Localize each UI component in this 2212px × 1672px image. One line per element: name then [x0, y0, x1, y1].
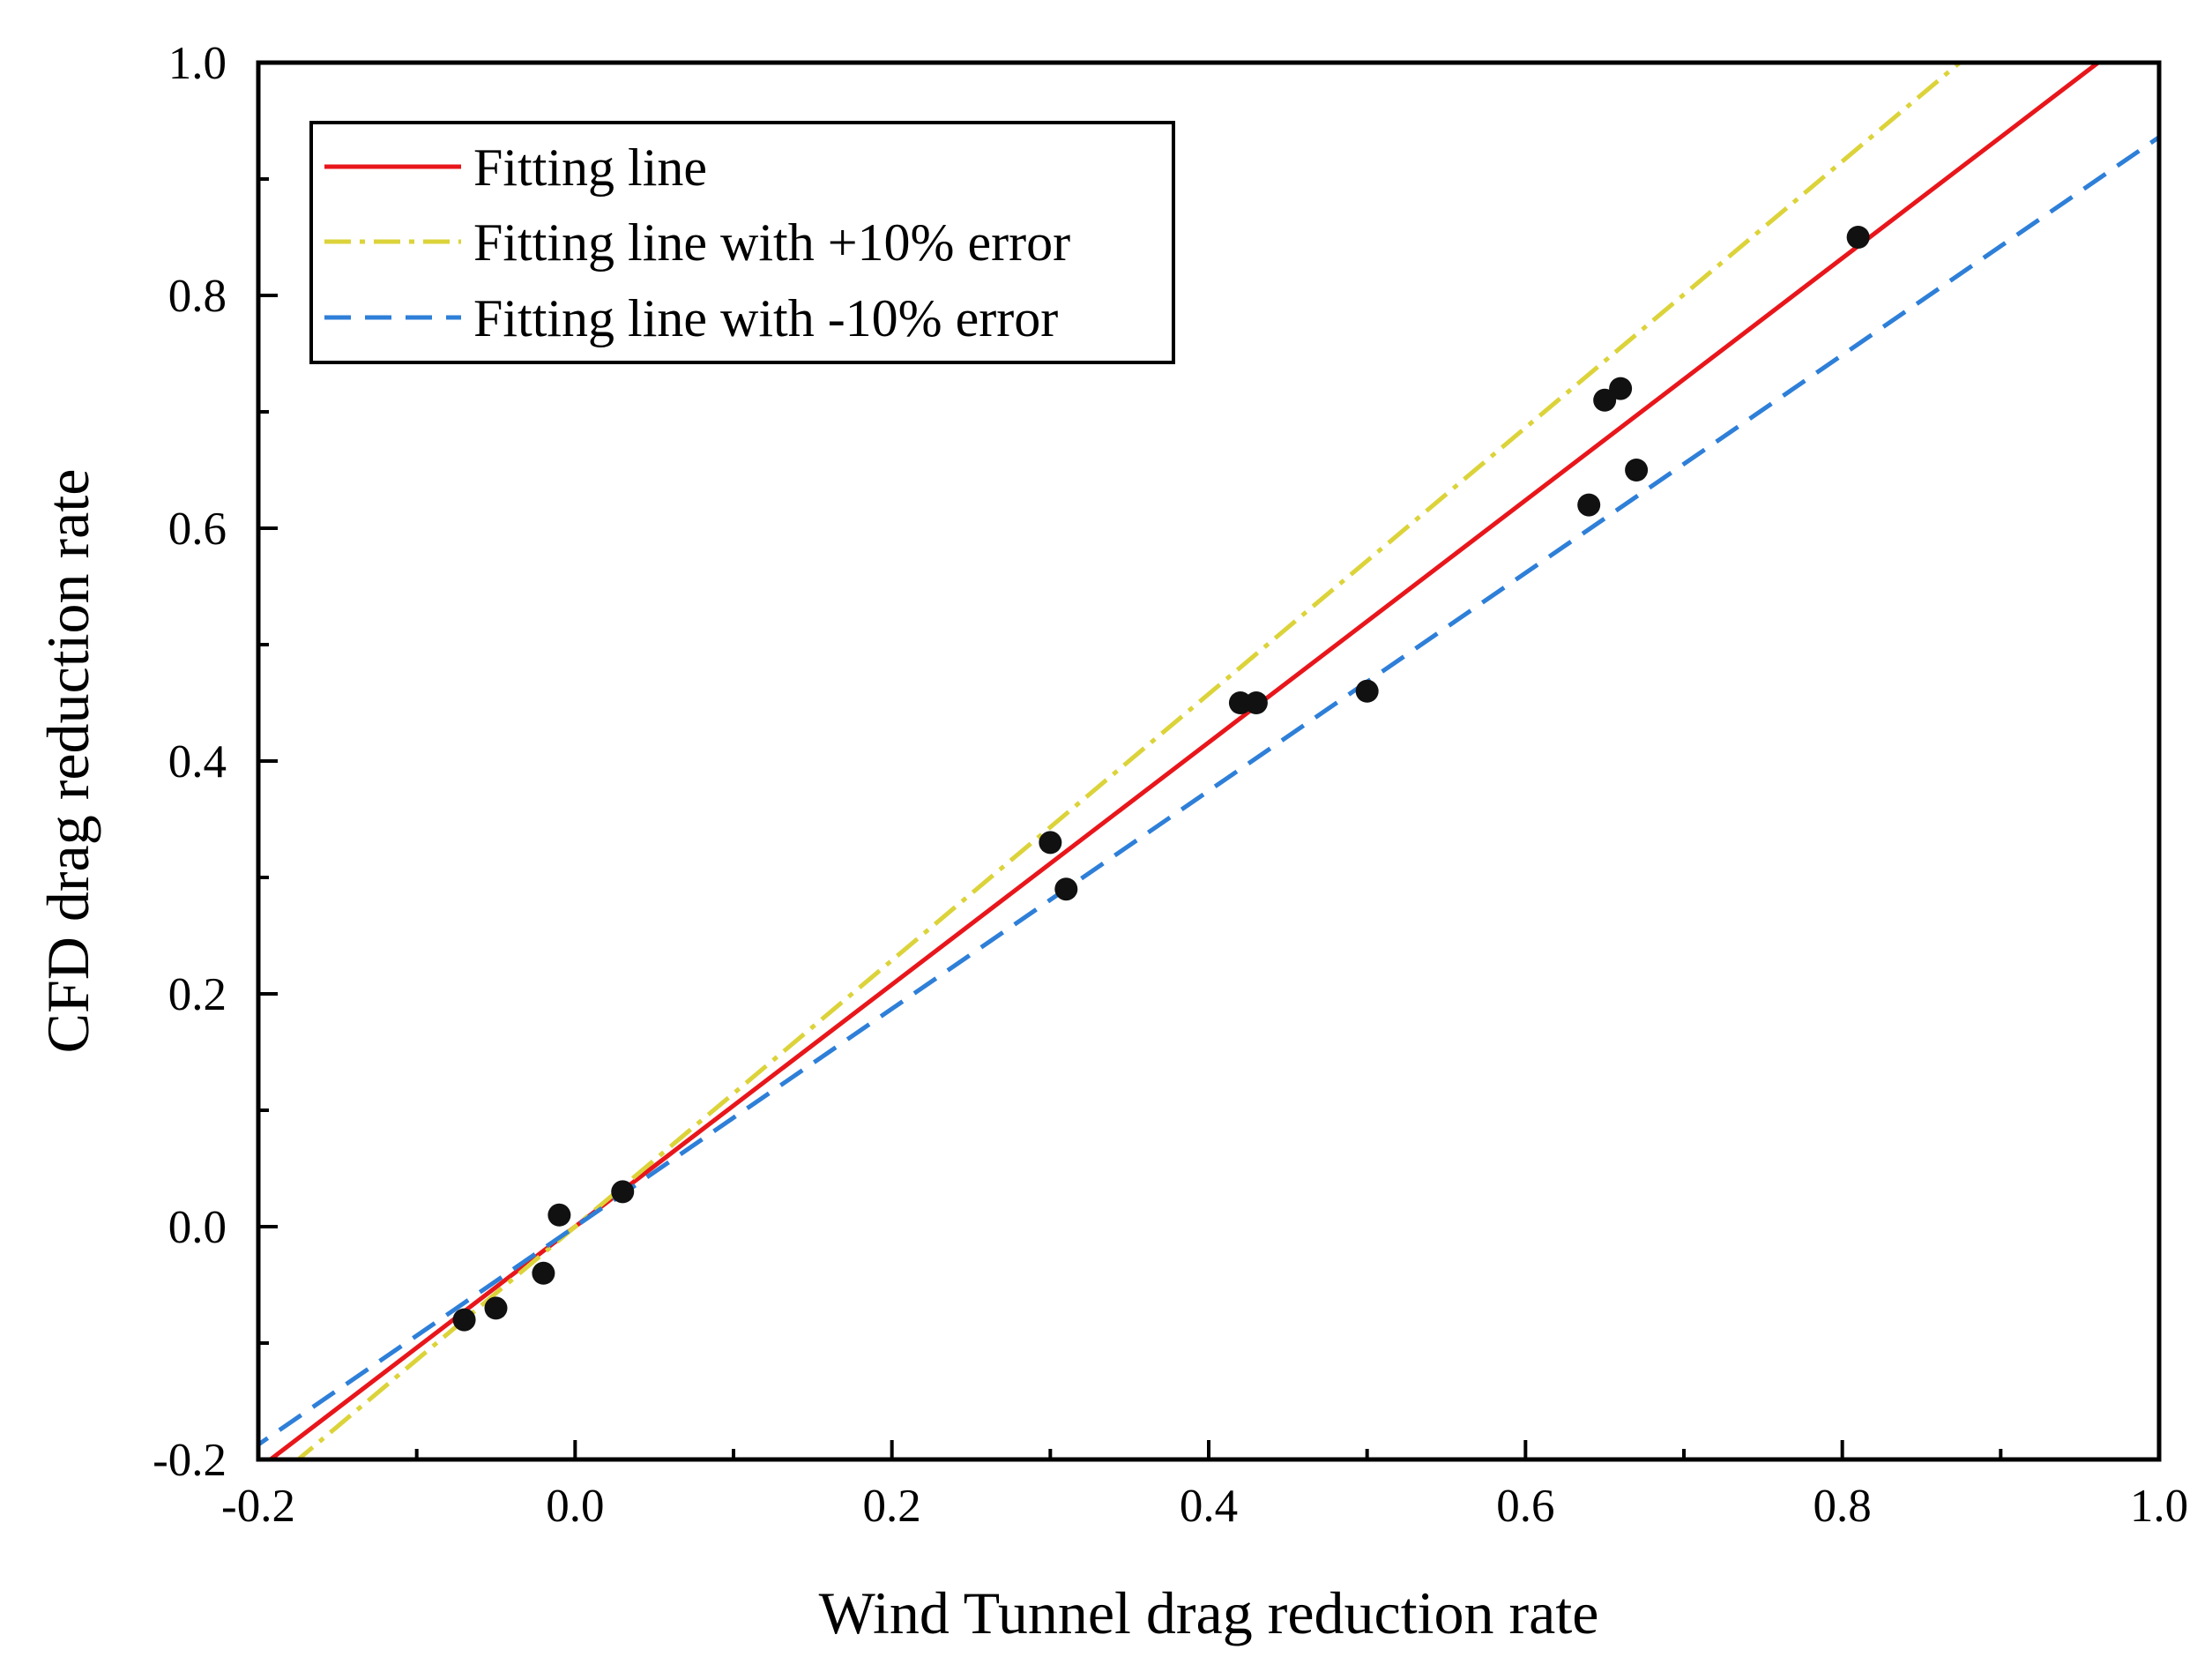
fit-lines-layer [258, 63, 2159, 1459]
x-tick-label: 0.2 [863, 1481, 921, 1532]
data-point [611, 1180, 635, 1204]
data-point [484, 1296, 508, 1320]
x-tick-label: 0.8 [1814, 1481, 1872, 1532]
data-point [1593, 388, 1617, 412]
y-tick-label: 0.6 [168, 504, 227, 555]
data-point [1625, 459, 1649, 481]
data-point [1228, 691, 1252, 714]
x-tick-label: -0.2 [221, 1481, 295, 1532]
axis-ticks-layer: -0.2 0.0 0.2 0.4 0.6 0.8 1.0 -0.2 0.0 0.2 0.4 0.6 0.… [153, 38, 2188, 1532]
y-tick-label: -0.2 [153, 1435, 227, 1486]
data-point [1609, 377, 1633, 400]
y-tick-label: 0.0 [168, 1202, 227, 1253]
data-point [1054, 877, 1078, 901]
y-tick-label: 0.4 [168, 736, 227, 787]
legend-label-fitting-line: Fitting line [473, 138, 707, 197]
data-point [1039, 831, 1062, 855]
x-tick-label: 0.4 [1180, 1481, 1238, 1532]
fitting-line-plus-10-error [294, 63, 1963, 1459]
data-point [1846, 226, 1870, 249]
y-tick-label: 0.2 [168, 969, 227, 1020]
legend-box [309, 121, 1175, 364]
x-tick-label: 1.0 [2130, 1481, 2188, 1532]
x-tick-label: 0.6 [1496, 1481, 1554, 1532]
data-point [452, 1308, 476, 1332]
data-point [1244, 691, 1268, 714]
legend-label-minus-error: Fitting line with -10% error [473, 289, 1058, 347]
x-tick-label: 0.0 [546, 1481, 604, 1532]
fitting-line-minus-10-error [258, 134, 2159, 1448]
legend-label-plus-error: Fitting line with +10% error [473, 213, 1070, 272]
legend: Fitting line Fitting line with +10% erro… [309, 121, 1175, 364]
x-axis-title: Wind Tunnel drag reduction rate [819, 1579, 1599, 1646]
data-points-layer [452, 226, 1870, 1332]
y-tick-label: 0.8 [168, 271, 227, 322]
fitting-line [266, 63, 2103, 1459]
y-axis-title: CFD drag reduction rate [34, 469, 101, 1054]
data-point [1355, 679, 1379, 703]
data-point [532, 1261, 555, 1285]
data-point [1577, 493, 1601, 517]
data-point [547, 1203, 571, 1227]
y-tick-label: 1.0 [168, 38, 227, 89]
